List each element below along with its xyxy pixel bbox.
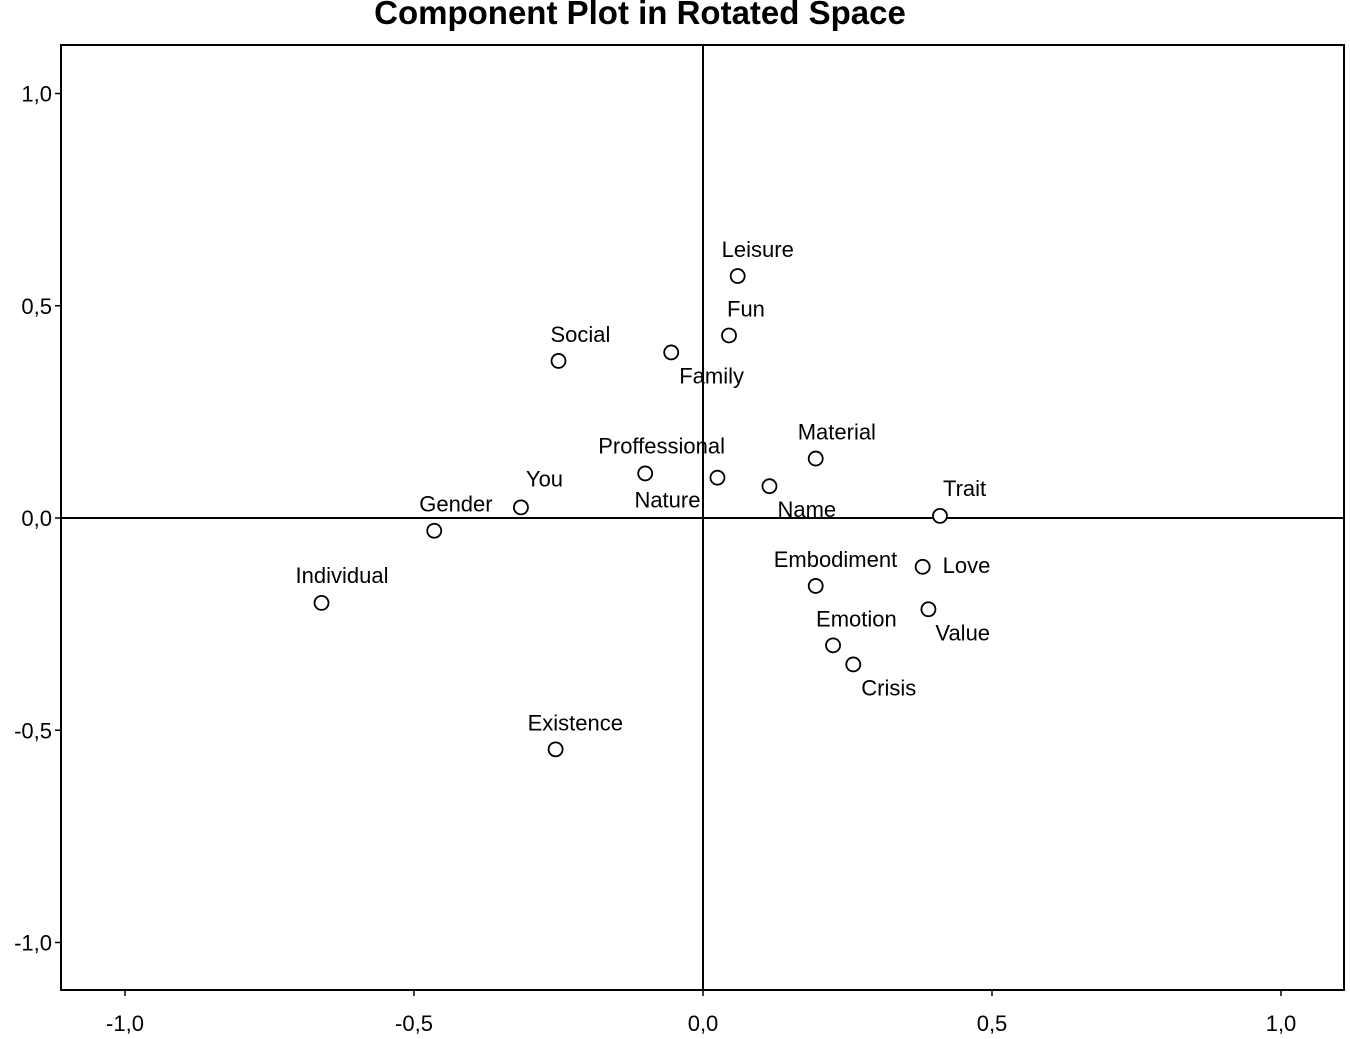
x-tick-label: 1,0 <box>1266 1011 1297 1036</box>
point-label-nature: Nature <box>634 488 700 513</box>
point-label-you: You <box>526 466 563 491</box>
point-label-emotion: Emotion <box>816 606 897 631</box>
scatter-point-gender <box>426 522 443 539</box>
scatter-point-existence <box>547 741 564 758</box>
point-label-crisis: Crisis <box>861 675 916 700</box>
scatter-point-leisure <box>729 268 746 284</box>
x-tick-label: 0,5 <box>977 1011 1008 1036</box>
y-tick-label: -1,0 <box>14 931 52 956</box>
point-label-fun: Fun <box>727 296 765 321</box>
point-label-individual: Individual <box>296 563 389 588</box>
x-tick-label: -0,5 <box>395 1011 433 1036</box>
point-label-love: Love <box>943 553 991 578</box>
scatter-point-family <box>663 344 680 361</box>
scatter-point-fun <box>721 327 737 344</box>
y-tick-label: -0,5 <box>14 718 52 743</box>
scatter-point-you <box>513 499 529 516</box>
point-label-gender: Gender <box>419 492 492 517</box>
scatter-point-emotion <box>825 637 841 654</box>
point-label-material: Material <box>798 420 876 445</box>
scatter-point-proffessional <box>637 465 654 482</box>
point-label-name: Name <box>777 497 836 522</box>
chart-title: Component Plot in Rotated Space <box>374 0 906 31</box>
point-label-existence: Existence <box>528 710 623 735</box>
scatter-point-name <box>761 478 778 495</box>
y-tick-label: 0,5 <box>21 294 52 319</box>
scatter-point-social <box>550 353 567 369</box>
point-label-social: Social <box>551 322 611 347</box>
scatter-point-embodiment <box>807 578 824 594</box>
scatter-point-nature <box>709 469 726 486</box>
scatter-point-material <box>807 450 824 467</box>
scatter-point-value <box>920 601 937 618</box>
point-label-leisure: Leisure <box>722 237 794 262</box>
scatter-point-individual <box>313 595 330 611</box>
point-label-family: Family <box>679 363 744 388</box>
point-label-value: Value <box>935 620 990 645</box>
scatter-point-trait <box>932 507 948 524</box>
y-tick-label: 0,0 <box>21 506 52 531</box>
x-tick-label: -1,0 <box>106 1011 144 1036</box>
point-label-embodiment: Embodiment <box>774 547 898 572</box>
scatter-point-crisis <box>845 656 862 673</box>
y-tick-label: 1,0 <box>21 82 52 107</box>
x-tick-label: 0,0 <box>688 1011 719 1036</box>
point-label-trait: Trait <box>943 476 986 501</box>
scatter-point-love <box>914 558 931 575</box>
point-label-proffessional: Proffessional <box>598 433 725 458</box>
